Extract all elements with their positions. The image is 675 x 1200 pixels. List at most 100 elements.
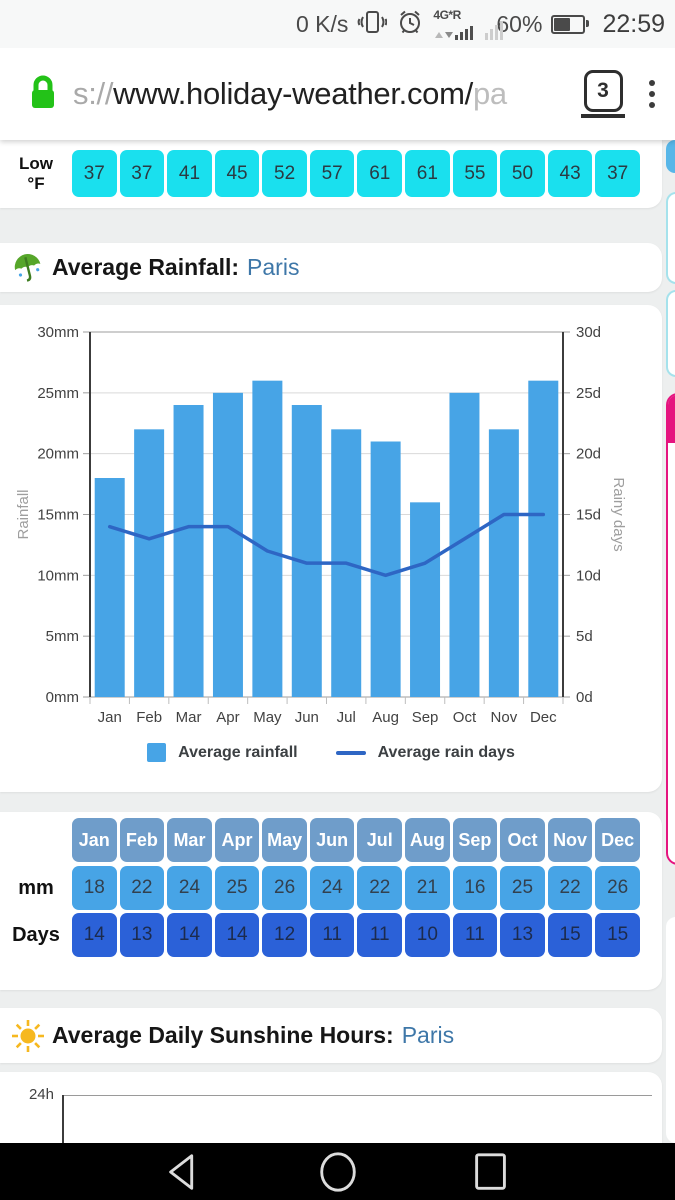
month-header-cells: Jan Feb Mar Apr May Jun Jul Aug Sep Oct Nov Dec: [72, 818, 640, 862]
low-temp-cell: 61: [405, 150, 450, 197]
browser-address-bar: s://www.holiday-weather.com/pa 3: [0, 48, 675, 140]
low-temp-cell: 61: [357, 150, 403, 197]
month-header-cell: Mar: [167, 818, 212, 862]
recents-icon[interactable]: [466, 1147, 516, 1197]
low-temp-row: Low °F 37 37 41 45 52 57 61 61 55 50 43 37: [0, 150, 640, 197]
vibrate-icon: [357, 8, 388, 41]
umbrella-icon: [10, 252, 46, 284]
android-nav-bar: [0, 1143, 675, 1200]
rain-mm-cell: 26: [595, 866, 640, 910]
rain-days-cell: 11: [357, 913, 403, 957]
rain-mm-cell: 22: [547, 866, 593, 910]
svg-text:Oct: Oct: [453, 709, 477, 726]
rain-mm-cell: 24: [167, 866, 212, 910]
rain-mm-cell: 18: [72, 866, 117, 910]
month-header-cell: Apr: [214, 818, 260, 862]
svg-text:Apr: Apr: [216, 709, 239, 726]
home-icon[interactable]: [313, 1147, 363, 1197]
status-bar: 0 K/s 4G*R: [0, 0, 675, 48]
sim2-signal-icon: [485, 21, 504, 40]
svg-text:Feb: Feb: [136, 709, 162, 726]
rain-days-cell: 11: [452, 913, 498, 957]
month-header-cell: Feb: [119, 818, 165, 862]
adjacent-panel-fragment-white: [666, 917, 675, 1143]
svg-text:20mm: 20mm: [37, 446, 79, 463]
svg-text:15mm: 15mm: [37, 507, 79, 524]
low-temp-cell: 37: [595, 150, 640, 197]
low-temp-cell: 52: [262, 150, 307, 197]
svg-text:20d: 20d: [576, 446, 601, 463]
rain-days-cell: 14: [167, 913, 212, 957]
low-temp-row-label: Low °F: [19, 154, 53, 193]
data-arrows-icon: [435, 32, 454, 38]
low-temp-cell: 55: [452, 150, 498, 197]
month-header-cell: Jan: [72, 818, 117, 862]
rainfall-table-card: Jan Feb Mar Apr May Jun Jul Aug Sep Oct Nov Dec mm …: [0, 812, 662, 990]
rain-days-row: Days 14 13 14 14 12 11 11 10 11 13 15 15: [0, 913, 640, 957]
sunshine-axis-tick: 24h: [28, 1086, 54, 1103]
rain-days-cell: 10: [405, 913, 450, 957]
svg-text:Rainfall: Rainfall: [15, 489, 32, 539]
svg-text:0d: 0d: [576, 689, 593, 706]
rain-days-label: Days: [12, 923, 60, 946]
tab-count: 3: [583, 70, 623, 113]
svg-text:10mm: 10mm: [37, 567, 79, 584]
month-header-cell: May: [262, 818, 307, 862]
month-header-spacer: [0, 818, 72, 862]
rain-mm-cell: 16: [452, 866, 498, 910]
legend-bar-label: Average rainfall: [178, 743, 298, 761]
month-header-cell: Jul: [357, 818, 403, 862]
svg-text:Aug: Aug: [372, 709, 399, 726]
svg-text:Dec: Dec: [530, 709, 557, 726]
battery-percent: 60%: [496, 10, 543, 37]
rainfall-section-city-link[interactable]: Paris: [247, 254, 300, 280]
network-type: 4G*R: [433, 8, 461, 22]
rain-mm-cell: 26: [262, 866, 307, 910]
battery-icon: [551, 14, 590, 34]
month-header-cell: Dec: [595, 818, 640, 862]
tab-switcher-underline: [581, 114, 625, 118]
adjacent-panel-fragment-blue: [666, 140, 675, 173]
svg-text:Jul: Jul: [337, 709, 356, 726]
rain-mm-label: mm: [18, 876, 54, 899]
sunshine-chart-card: 24h: [0, 1072, 662, 1143]
svg-text:30mm: 30mm: [37, 324, 79, 341]
svg-text:Jun: Jun: [295, 709, 319, 726]
month-header-cell: Oct: [500, 818, 545, 862]
rain-mm-cell: 22: [357, 866, 403, 910]
rain-mm-cell: 21: [405, 866, 450, 910]
chart-legend: Average rainfall Average rain days: [0, 743, 662, 762]
svg-text:25mm: 25mm: [37, 385, 79, 402]
low-temp-cell: 37: [72, 150, 117, 197]
secure-lock-icon[interactable]: [26, 71, 60, 118]
svg-text:Sep: Sep: [412, 709, 439, 726]
low-temp-cell: 43: [547, 150, 593, 197]
low-temp-cell: 37: [119, 150, 165, 197]
back-icon[interactable]: [160, 1147, 210, 1197]
browser-menu-button[interactable]: [645, 76, 659, 112]
rainfall-section-card: Average Rainfall: Paris: [0, 243, 662, 292]
legend-line-swatch: [335, 750, 366, 755]
low-temp-cell: 45: [214, 150, 260, 197]
alarm-icon: [396, 8, 424, 41]
legend-line-label: Average rain days: [377, 743, 515, 761]
rainfall-chart-svg: 0mm 0d 5mm 5d 10mm 10d 15mm 15d 20mm 20d 25mm 25d 30…: [15, 324, 627, 726]
url-field[interactable]: s://www.holiday-weather.com/pa: [73, 76, 581, 112]
sunshine-section-card: Average Daily Sunshine Hours: Paris: [0, 1008, 662, 1063]
svg-text:0mm: 0mm: [46, 689, 79, 706]
low-temp-cell: 57: [309, 150, 355, 197]
network-speed: 0 K/s: [295, 10, 349, 37]
svg-text:May: May: [253, 709, 282, 726]
rain-mm-cell: 25: [500, 866, 545, 910]
low-temp-cells: 37 37 41 45 52 57 61 61 55 50 43 37: [72, 150, 640, 197]
legend-bar-swatch: [147, 743, 167, 762]
svg-text:Mar: Mar: [176, 709, 202, 726]
rain-days-cell: 14: [72, 913, 117, 957]
rainfall-chart-card: 0mm 0d 5mm 5d 10mm 10d 15mm 15d 20mm 20d 25mm 25d 30…: [0, 305, 662, 792]
rain-mm-cell: 22: [119, 866, 165, 910]
rain-days-cell: 15: [547, 913, 593, 957]
sunshine-section-city-link[interactable]: Paris: [401, 1022, 455, 1048]
sunshine-top-gridline: [62, 1095, 652, 1096]
tab-switcher-button[interactable]: 3: [581, 70, 625, 118]
rain-days-cell: 12: [262, 913, 307, 957]
